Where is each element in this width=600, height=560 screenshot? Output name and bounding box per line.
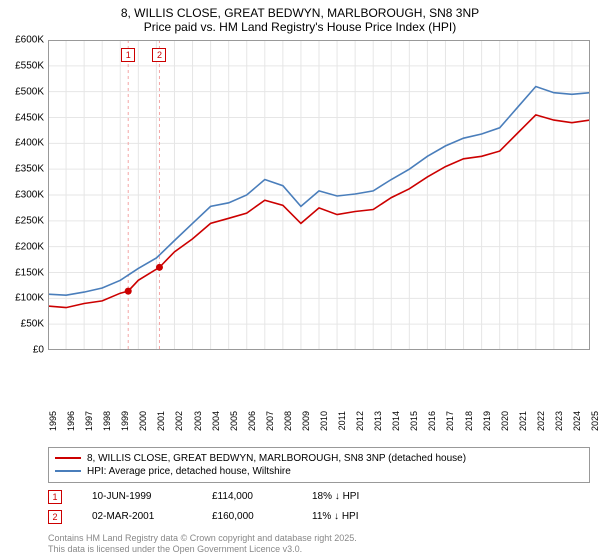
y-axis: £0 £50K £100K £150K £200K £250K £300K £350K £400… xyxy=(0,40,46,409)
legend-row-property: 8, WILLIS CLOSE, GREAT BEDWYN, MARLBOROU… xyxy=(55,452,583,465)
x-tick-label: 2023 xyxy=(554,411,564,431)
event-marker-1: 1 xyxy=(121,48,135,62)
x-tick-label: 1996 xyxy=(66,411,76,431)
legend-row-hpi: HPI: Average price, detached house, Wilt… xyxy=(55,465,583,478)
y-tick-label: £600K xyxy=(15,35,44,46)
x-tick-label: 2022 xyxy=(536,411,546,431)
title-main: 8, WILLIS CLOSE, GREAT BEDWYN, MARLBOROU… xyxy=(0,6,600,20)
x-tick-label: 2010 xyxy=(319,411,329,431)
legend-swatch-property xyxy=(55,457,81,459)
y-tick-label: £450K xyxy=(15,112,44,123)
y-tick-label: £400K xyxy=(15,138,44,149)
x-axis: 1995 1996 1997 1998 1999 2000 2001 2002 2003 2004… xyxy=(48,409,590,443)
event-row: 2 02-MAR-2001 £160,000 11% ↓ HPI xyxy=(48,507,590,527)
y-tick-label: £150K xyxy=(15,267,44,278)
x-tick-label: 2014 xyxy=(391,411,401,431)
footer: Contains HM Land Registry data © Crown c… xyxy=(48,533,590,556)
x-tick-label: 2017 xyxy=(445,411,455,431)
title-block: 8, WILLIS CLOSE, GREAT BEDWYN, MARLBOROU… xyxy=(0,0,600,36)
x-tick-label: 2004 xyxy=(211,411,221,431)
y-tick-label: £500K xyxy=(15,86,44,97)
x-tick-label: 2009 xyxy=(301,411,311,431)
x-tick-label: 2021 xyxy=(518,411,528,431)
x-tick-label: 2002 xyxy=(174,411,184,431)
y-tick-label: £550K xyxy=(15,60,44,71)
footer-line2: This data is licensed under the Open Gov… xyxy=(48,544,590,556)
x-tick-label: 1997 xyxy=(84,411,94,431)
legend: 8, WILLIS CLOSE, GREAT BEDWYN, MARLBOROU… xyxy=(48,447,590,483)
x-tick-label: 2019 xyxy=(482,411,492,431)
legend-swatch-hpi xyxy=(55,470,81,472)
footer-line1: Contains HM Land Registry data © Crown c… xyxy=(48,533,590,545)
events-table: 1 10-JUN-1999 £114,000 18% ↓ HPI 2 02-MAR-200… xyxy=(48,487,590,527)
title-sub: Price paid vs. HM Land Registry's House … xyxy=(0,20,600,34)
event-price: £114,000 xyxy=(212,491,282,502)
x-tick-label: 2024 xyxy=(572,411,582,431)
x-tick-label: 2018 xyxy=(464,411,474,431)
x-tick-label: 2011 xyxy=(337,411,347,430)
x-tick-label: 2025 xyxy=(590,411,600,431)
event-marker-2: 2 xyxy=(152,48,166,62)
y-tick-label: £350K xyxy=(15,164,44,175)
y-tick-label: £100K xyxy=(15,293,44,304)
event-price: £160,000 xyxy=(212,511,282,522)
x-tick-label: 2013 xyxy=(373,411,383,431)
y-tick-label: £50K xyxy=(21,319,44,330)
y-tick-label: £0 xyxy=(33,345,44,356)
x-tick-label: 2000 xyxy=(138,411,148,431)
x-tick-label: 1999 xyxy=(120,411,130,431)
event-row: 1 10-JUN-1999 £114,000 18% ↓ HPI xyxy=(48,487,590,507)
x-tick-label: 2008 xyxy=(283,411,293,431)
x-tick-label: 1998 xyxy=(102,411,112,431)
x-tick-label: 2003 xyxy=(193,411,203,431)
event-pct: 18% ↓ HPI xyxy=(312,491,402,502)
x-tick-label: 2007 xyxy=(265,411,275,431)
event-row-marker: 1 xyxy=(48,490,62,504)
x-tick-label: 2001 xyxy=(156,411,166,431)
x-tick-label: 2005 xyxy=(229,411,239,431)
chart-svg xyxy=(48,40,590,350)
y-tick-label: £200K xyxy=(15,241,44,252)
x-tick-label: 2016 xyxy=(427,411,437,431)
legend-label-property: 8, WILLIS CLOSE, GREAT BEDWYN, MARLBOROU… xyxy=(87,453,466,464)
y-tick-label: £250K xyxy=(15,215,44,226)
chart-area: £0£50K£100K£150K£200K£250K£300K£350K£400… xyxy=(48,40,590,409)
y-tick-label: £300K xyxy=(15,190,44,201)
x-tick-label: 2015 xyxy=(409,411,419,431)
x-tick-label: 1995 xyxy=(48,411,58,431)
event-date: 10-JUN-1999 xyxy=(92,491,182,502)
x-tick-label: 2006 xyxy=(247,411,257,431)
chart-container: 8, WILLIS CLOSE, GREAT BEDWYN, MARLBOROU… xyxy=(0,0,600,560)
legend-label-hpi: HPI: Average price, detached house, Wilt… xyxy=(87,466,291,477)
x-tick-label: 2020 xyxy=(500,411,510,431)
event-date: 02-MAR-2001 xyxy=(92,511,182,522)
event-row-marker: 2 xyxy=(48,510,62,524)
event-pct: 11% ↓ HPI xyxy=(312,511,402,522)
x-tick-label: 2012 xyxy=(355,411,365,431)
